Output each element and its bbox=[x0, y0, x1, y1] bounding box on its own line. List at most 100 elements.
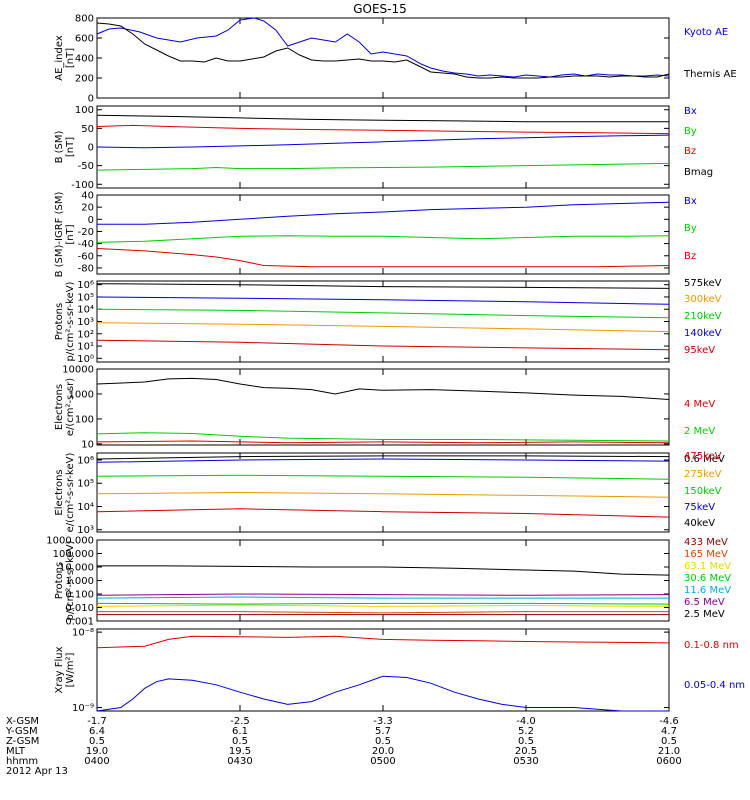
ephem-value: 0.5 bbox=[518, 736, 534, 747]
y-tick-label: 0.100 bbox=[65, 590, 94, 601]
y-tick-label: 10000 bbox=[62, 365, 94, 376]
panel-7: 0.001 0.010 0.100 1.000 10.000 100.000 1000.00… bbox=[46, 536, 731, 628]
y-axis-label: Protonsp/(cm²-s-sr-keV) bbox=[54, 281, 76, 361]
y-tick-label: 10.000 bbox=[59, 563, 94, 574]
series-line-2-MeV bbox=[96, 432, 670, 442]
ephem-value: -1.7 bbox=[87, 716, 107, 727]
legend-entry: 165 MeV bbox=[684, 549, 728, 560]
y-axis-label: Protonsp/(cm²-s-sr-keV) bbox=[54, 540, 76, 620]
y-axis-label: AE_index[nT] bbox=[54, 35, 76, 81]
legend-entry: By bbox=[684, 126, 697, 137]
y-tick-label: 1000.000 bbox=[46, 536, 94, 547]
y-tick-label: 600 bbox=[75, 34, 94, 45]
ephem-value: 0600 bbox=[656, 756, 681, 767]
panel-frame bbox=[96, 194, 670, 275]
legend-entry: 95keV bbox=[684, 345, 715, 356]
series-line-Bz bbox=[96, 124, 670, 135]
y-axis-label: Xray Flux[W/m²] bbox=[54, 646, 76, 693]
y-tick-label: 10⁶ bbox=[77, 455, 94, 466]
y-axis-label-line: Electrons bbox=[54, 469, 65, 515]
ephem-value: -4.0 bbox=[516, 716, 536, 727]
series-line-95keV bbox=[96, 339, 670, 351]
legend-entry: 300keV bbox=[684, 294, 722, 305]
y-axis-label-line: Protons bbox=[54, 562, 65, 599]
y-tick-label: 0.010 bbox=[65, 603, 94, 614]
legend-entry: 11.6 MeV bbox=[684, 585, 731, 596]
y-tick-label: 0 bbox=[88, 215, 94, 226]
y-tick-label: -80 bbox=[78, 263, 94, 274]
y-tick-label: 0.001 bbox=[65, 617, 94, 628]
series-line-40keV bbox=[96, 455, 670, 460]
ephem-value: -2.5 bbox=[230, 716, 250, 727]
ephem-value: 6.4 bbox=[89, 726, 105, 737]
legend-entry: 275keV bbox=[684, 469, 722, 480]
ephem-value: 19.0 bbox=[86, 746, 108, 757]
ephem-value: -4.6 bbox=[659, 716, 679, 727]
y-tick-label: 10³ bbox=[77, 525, 94, 536]
y-tick-label: 100 bbox=[75, 414, 94, 425]
legend-entry: 2.5 MeV bbox=[684, 609, 725, 620]
legend-entry: 63.1 MeV bbox=[684, 561, 731, 572]
legend-entry: 140keV bbox=[684, 328, 722, 339]
series-line-0-6-MeV bbox=[96, 377, 670, 400]
y-axis-label-line: e/(cm²-s-sr-keV) bbox=[65, 453, 76, 533]
series-line-Bx bbox=[97, 201, 670, 225]
panel-frame bbox=[96, 452, 670, 533]
series-line-140keV bbox=[96, 296, 670, 305]
y-tick-label: 10³ bbox=[77, 317, 94, 328]
legend-entry: 575keV bbox=[684, 278, 722, 289]
y-axis-label: B (SM)[nT] bbox=[54, 130, 76, 163]
y-axis-label-line: B (SM) bbox=[54, 130, 65, 163]
legend-entry: 40keV bbox=[684, 518, 715, 529]
ephem-value: 4.7 bbox=[661, 726, 677, 737]
series-line-2-5-MeV bbox=[97, 565, 670, 576]
ephem-value: 21.0 bbox=[658, 746, 680, 757]
series-line-0-05-0-4-nm bbox=[96, 675, 669, 712]
legend-entry: 150keV bbox=[684, 486, 722, 497]
ephem-value: 19.5 bbox=[229, 746, 251, 757]
y-tick-label: 40 bbox=[81, 191, 94, 202]
y-axis-label: Electronse/(cm²-s-sr) bbox=[54, 378, 76, 436]
chart-title: GOES-15 bbox=[353, 2, 407, 16]
legend-entry: 30.6 MeV bbox=[684, 573, 731, 584]
ephem-value: 0.5 bbox=[661, 736, 677, 747]
y-tick-label: 10⁴ bbox=[77, 305, 94, 316]
panel-frame bbox=[96, 17, 670, 99]
legend-entry: 6.5 MeV bbox=[684, 597, 725, 608]
legend-entry: Bmag bbox=[684, 167, 713, 178]
y-tick-label: -50 bbox=[78, 161, 94, 172]
legend-entry: Bz bbox=[684, 146, 696, 157]
ephem-value: 20.5 bbox=[515, 746, 537, 757]
y-tick-label: 1000 bbox=[69, 389, 94, 400]
y-axis-label-line: B (SM)-IGRF (SM) bbox=[54, 192, 65, 278]
y-axis-label-line: Protons bbox=[54, 303, 65, 340]
panel-frame bbox=[96, 539, 670, 622]
y-tick-label: 800 bbox=[75, 14, 94, 25]
series-line-6-5-MeV bbox=[96, 593, 670, 596]
series-line-165-MeV bbox=[97, 611, 669, 614]
y-axis-label-line: Xray Flux bbox=[54, 646, 65, 693]
legend-entry: 75keV bbox=[684, 502, 715, 513]
panel-8: 10⁻⁹ 10⁻⁸ Xray Flux[W/m²] 0.1-0.8 nm 0.05-0.… bbox=[54, 628, 745, 714]
legend-entry: 433 MeV bbox=[684, 537, 728, 548]
ephem-value: 5.2 bbox=[518, 726, 534, 737]
y-tick-label: 10⁶ bbox=[77, 280, 94, 291]
ephem-date: 2012 Apr 13 bbox=[6, 766, 68, 777]
y-axis-label-line: e/(cm²-s-sr) bbox=[65, 378, 76, 436]
ephem-value: 0.5 bbox=[89, 736, 105, 747]
y-axis-label-line: p/(cm²-s-sr-keV) bbox=[65, 540, 76, 620]
y-axis-label-line: [nT] bbox=[65, 48, 76, 68]
y-axis-label-line: [nT] bbox=[65, 224, 76, 244]
y-tick-label: -60 bbox=[78, 251, 94, 262]
series-line-150keV bbox=[96, 474, 670, 480]
y-axis-label: B (SM)-IGRF (SM)[nT] bbox=[54, 192, 76, 278]
y-tick-label: -20 bbox=[78, 227, 94, 238]
panel-frame bbox=[96, 280, 670, 363]
series-line-475keV bbox=[96, 508, 670, 518]
y-tick-label: 10⁻⁸ bbox=[72, 628, 94, 639]
y-tick-label: 100 bbox=[75, 105, 94, 116]
ephem-value: 0400 bbox=[84, 756, 109, 767]
ephem-value: 6.1 bbox=[232, 726, 248, 737]
